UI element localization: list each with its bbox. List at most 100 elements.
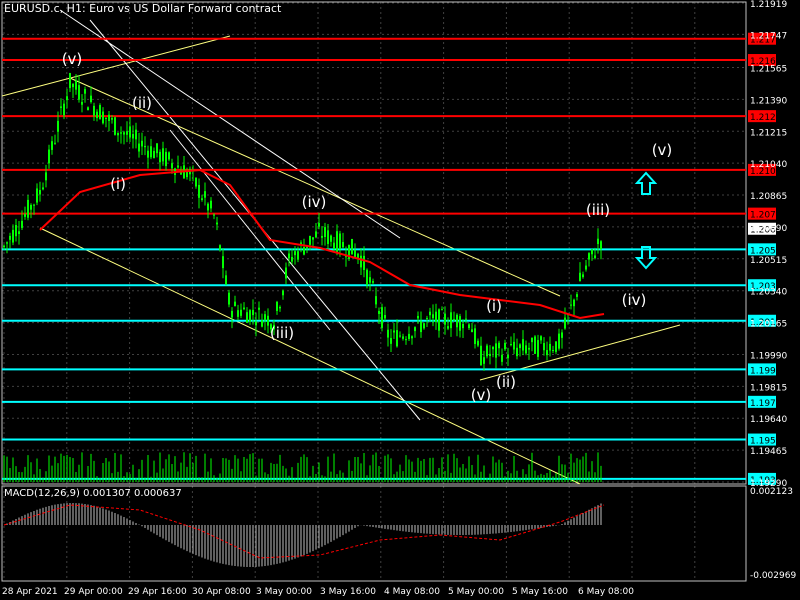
candle-body — [483, 357, 485, 364]
candle-body — [240, 309, 242, 316]
candle-body — [153, 150, 155, 159]
candle-body — [579, 272, 581, 282]
candle-body — [48, 149, 50, 164]
candle-body — [75, 80, 77, 90]
macd-frame — [1, 485, 747, 582]
time-axis-label: 29 Apr 16:00 — [128, 587, 187, 597]
candle-body — [225, 275, 227, 285]
time-axis-label: 5 May 00:00 — [448, 587, 504, 597]
wave-label: (iii) — [270, 324, 294, 342]
candle-body — [297, 251, 299, 260]
candle-body — [6, 242, 8, 244]
candle-body — [219, 245, 221, 251]
candle-body — [546, 350, 548, 356]
candle-body — [9, 235, 11, 240]
price-axis-label: 1.20515 — [750, 256, 787, 266]
wave-label: (iv) — [622, 291, 647, 309]
candle-body — [216, 222, 218, 225]
candle-body — [552, 350, 554, 352]
price-axis-label: 1.20165 — [750, 320, 787, 330]
candle-body — [42, 187, 44, 190]
level-price-tag — [748, 54, 776, 67]
candle-body — [144, 145, 146, 148]
candle-body — [132, 134, 134, 139]
level-price-label: 1.21298 — [750, 113, 787, 123]
candle-body — [141, 140, 143, 147]
candle-body — [285, 267, 287, 279]
candle-body — [447, 326, 449, 329]
candle-body — [90, 95, 92, 103]
candle-body — [495, 343, 497, 358]
candle-body — [63, 103, 65, 116]
level-price-tag — [748, 433, 776, 446]
time-axis-label: 30 Apr 08:00 — [192, 587, 251, 597]
level-price-label: 1.20763 — [750, 211, 787, 221]
candle-body — [342, 242, 344, 248]
price-axis-label: 1.19815 — [750, 383, 787, 393]
wave-label: (v) — [62, 50, 83, 68]
level-price-tag — [748, 279, 776, 292]
candle-body — [213, 214, 215, 216]
level-price-tag — [748, 32, 776, 45]
candle-body — [96, 111, 98, 119]
time-axis-label: 3 May 00:00 — [256, 587, 312, 597]
time-axis-label: 29 Apr 00:00 — [64, 587, 123, 597]
candle-body — [453, 319, 455, 321]
candle-body — [591, 249, 593, 255]
candle-body — [519, 344, 521, 349]
candle-body — [114, 117, 116, 135]
candle-body — [252, 309, 254, 316]
candle-body — [417, 315, 419, 319]
candle-body — [423, 323, 425, 329]
candle-body — [276, 301, 278, 311]
candle-body — [156, 143, 158, 154]
candle-body — [570, 304, 572, 306]
candle-body — [351, 238, 353, 255]
level-price-tag — [748, 163, 776, 176]
candle-body — [354, 250, 356, 258]
candle-body — [111, 118, 113, 120]
candle-body — [561, 332, 563, 338]
candle-body — [549, 343, 551, 351]
candle-body — [540, 336, 542, 341]
candle-body — [255, 321, 257, 326]
candle-body — [30, 204, 32, 210]
channel-line — [169, 129, 331, 331]
time-axis-label: 28 Apr 2021 — [2, 587, 58, 597]
candle-body — [51, 141, 53, 150]
candle-body — [309, 235, 311, 245]
candle-body — [168, 152, 170, 160]
candle-body — [357, 253, 359, 259]
candle-body — [432, 314, 434, 319]
candle-body — [231, 310, 233, 318]
candle-body — [537, 340, 539, 357]
candle-body — [372, 281, 374, 283]
candle-body — [585, 265, 587, 270]
candle-body — [210, 200, 212, 209]
candle-body — [456, 314, 458, 328]
candle-body — [234, 301, 236, 307]
candle-body — [522, 339, 524, 351]
candle-body — [267, 315, 269, 326]
candle-body — [426, 317, 428, 319]
macd-axis-label: -0.002969 — [750, 571, 796, 581]
candle-body — [270, 324, 272, 330]
candle-body — [54, 142, 56, 144]
level-price-label: 1.21606 — [750, 57, 787, 67]
level-price-label: 1.21003 — [750, 167, 787, 177]
candle-body — [264, 314, 266, 320]
candle-body — [45, 172, 47, 181]
current-price-label: 1.20680 — [750, 226, 787, 236]
chart-title: EURUSD.c, H1: Euro vs US Dollar Forward … — [4, 2, 282, 15]
candle-body — [336, 231, 338, 253]
time-axis-label: 3 May 16:00 — [320, 587, 376, 597]
candle-body — [57, 120, 59, 132]
candle-body — [273, 324, 275, 330]
candle-body — [123, 132, 125, 135]
level-price-label: 1.19523 — [750, 437, 787, 447]
candle-body — [87, 107, 89, 111]
candle-body — [18, 231, 20, 235]
wave-label: (iv) — [302, 193, 327, 211]
level-price-tag — [748, 110, 776, 123]
